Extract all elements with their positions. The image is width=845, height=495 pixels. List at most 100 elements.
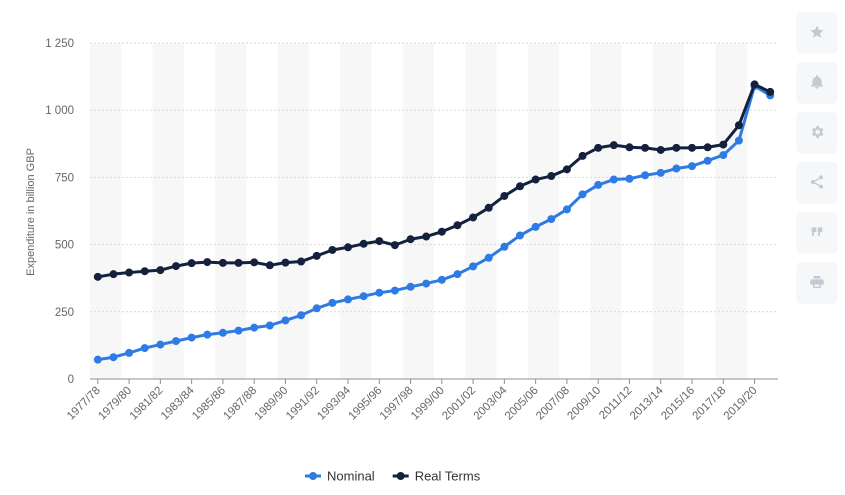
point-real-terms[interactable] bbox=[656, 145, 665, 154]
print-button[interactable] bbox=[797, 262, 837, 302]
point-nominal[interactable] bbox=[734, 136, 743, 145]
point-real-terms[interactable] bbox=[125, 268, 134, 277]
point-real-terms[interactable] bbox=[390, 241, 399, 250]
point-real-terms[interactable] bbox=[93, 272, 102, 281]
gear-icon bbox=[811, 126, 824, 138]
point-real-terms[interactable] bbox=[672, 143, 681, 152]
point-real-terms[interactable] bbox=[109, 270, 118, 279]
point-real-terms[interactable] bbox=[172, 262, 180, 271]
point-nominal[interactable] bbox=[562, 205, 571, 214]
point-nominal[interactable] bbox=[109, 353, 118, 362]
point-real-terms[interactable] bbox=[719, 140, 728, 149]
point-real-terms[interactable] bbox=[406, 235, 415, 244]
point-real-terms[interactable] bbox=[516, 182, 524, 191]
point-nominal[interactable] bbox=[703, 156, 712, 165]
point-real-terms[interactable] bbox=[531, 175, 540, 184]
point-real-terms[interactable] bbox=[594, 143, 603, 152]
point-nominal[interactable] bbox=[234, 326, 243, 335]
favorite-button[interactable] bbox=[797, 12, 837, 52]
point-real-terms[interactable] bbox=[766, 87, 775, 96]
point-nominal[interactable] bbox=[140, 344, 149, 353]
point-nominal[interactable] bbox=[156, 340, 165, 349]
point-nominal[interactable] bbox=[547, 215, 556, 224]
point-nominal[interactable] bbox=[641, 171, 650, 180]
point-nominal[interactable] bbox=[125, 348, 134, 357]
point-real-terms[interactable] bbox=[203, 258, 212, 267]
point-real-terms[interactable] bbox=[641, 143, 650, 152]
point-real-terms[interactable] bbox=[312, 251, 321, 260]
point-nominal[interactable] bbox=[625, 174, 634, 183]
point-nominal[interactable] bbox=[656, 168, 665, 177]
point-nominal[interactable] bbox=[406, 282, 415, 291]
point-nominal[interactable] bbox=[250, 323, 259, 332]
point-nominal[interactable] bbox=[578, 190, 587, 199]
point-nominal[interactable] bbox=[516, 231, 524, 240]
point-real-terms[interactable] bbox=[187, 259, 196, 268]
point-real-terms[interactable] bbox=[734, 121, 743, 130]
point-real-terms[interactable] bbox=[609, 141, 618, 150]
point-real-terms[interactable] bbox=[562, 165, 571, 174]
point-real-terms[interactable] bbox=[344, 243, 352, 252]
point-real-terms[interactable] bbox=[328, 245, 337, 254]
point-nominal[interactable] bbox=[297, 311, 306, 320]
point-real-terms[interactable] bbox=[250, 258, 259, 267]
point-nominal[interactable] bbox=[500, 242, 509, 251]
point-real-terms[interactable] bbox=[281, 258, 290, 267]
point-real-terms[interactable] bbox=[578, 151, 587, 160]
point-real-terms[interactable] bbox=[218, 258, 227, 267]
point-nominal[interactable] bbox=[265, 321, 274, 330]
point-real-terms[interactable] bbox=[422, 232, 431, 241]
settings-button[interactable] bbox=[797, 112, 837, 152]
point-real-terms[interactable] bbox=[265, 261, 274, 270]
notification-button[interactable] bbox=[797, 62, 837, 102]
point-real-terms[interactable] bbox=[750, 80, 759, 89]
band bbox=[527, 43, 560, 379]
point-real-terms[interactable] bbox=[469, 213, 478, 222]
point-nominal[interactable] bbox=[344, 295, 352, 304]
point-nominal[interactable] bbox=[312, 304, 321, 313]
point-nominal[interactable] bbox=[359, 292, 368, 301]
point-real-terms[interactable] bbox=[375, 237, 384, 246]
point-real-terms[interactable] bbox=[234, 258, 243, 267]
point-nominal[interactable] bbox=[203, 330, 212, 339]
print-icon bbox=[810, 276, 824, 288]
point-real-terms[interactable] bbox=[484, 203, 493, 212]
legend-item-real-terms[interactable]: Real Terms bbox=[392, 469, 481, 484]
point-nominal[interactable] bbox=[672, 164, 681, 173]
point-nominal[interactable] bbox=[422, 279, 431, 288]
point-nominal[interactable] bbox=[375, 288, 384, 297]
point-nominal[interactable] bbox=[531, 222, 540, 231]
share-button[interactable] bbox=[797, 162, 837, 202]
cite-button[interactable] bbox=[797, 212, 837, 252]
legend-marker bbox=[309, 472, 317, 480]
point-nominal[interactable] bbox=[688, 162, 696, 171]
y-tick-label: 0 bbox=[68, 374, 74, 386]
point-nominal[interactable] bbox=[93, 355, 102, 364]
point-nominal[interactable] bbox=[328, 298, 337, 307]
point-real-terms[interactable] bbox=[297, 257, 306, 266]
point-real-terms[interactable] bbox=[500, 191, 509, 200]
point-real-terms[interactable] bbox=[453, 221, 462, 230]
point-real-terms[interactable] bbox=[547, 172, 556, 181]
point-nominal[interactable] bbox=[469, 262, 478, 271]
point-real-terms[interactable] bbox=[437, 227, 446, 236]
point-real-terms[interactable] bbox=[703, 143, 712, 152]
point-nominal[interactable] bbox=[172, 337, 180, 346]
point-real-terms[interactable] bbox=[625, 143, 634, 152]
point-nominal[interactable] bbox=[187, 333, 196, 342]
point-nominal[interactable] bbox=[437, 275, 446, 284]
point-real-terms[interactable] bbox=[140, 267, 149, 276]
point-nominal[interactable] bbox=[390, 286, 399, 295]
point-nominal[interactable] bbox=[594, 180, 603, 189]
side-toolbar bbox=[797, 12, 837, 312]
legend-item-nominal[interactable]: Nominal bbox=[305, 469, 375, 484]
point-nominal[interactable] bbox=[609, 175, 618, 184]
point-real-terms[interactable] bbox=[359, 239, 368, 248]
point-nominal[interactable] bbox=[453, 270, 462, 279]
point-nominal[interactable] bbox=[719, 151, 728, 160]
point-real-terms[interactable] bbox=[156, 266, 165, 275]
point-real-terms[interactable] bbox=[688, 143, 696, 152]
point-nominal[interactable] bbox=[281, 316, 290, 325]
point-nominal[interactable] bbox=[484, 253, 493, 262]
point-nominal[interactable] bbox=[218, 328, 227, 337]
